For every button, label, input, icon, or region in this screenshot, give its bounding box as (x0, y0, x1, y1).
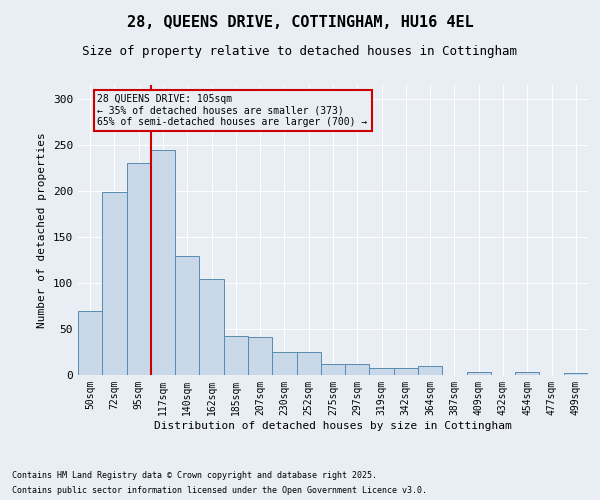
Text: 28 QUEENS DRIVE: 105sqm
← 35% of detached houses are smaller (373)
65% of semi-d: 28 QUEENS DRIVE: 105sqm ← 35% of detache… (97, 94, 368, 128)
Text: Size of property relative to detached houses in Cottingham: Size of property relative to detached ho… (83, 45, 517, 58)
Bar (515, 372, 539, 375)
Bar (248, 338, 272, 375)
X-axis label: Distribution of detached houses by size in Cottingham: Distribution of detached houses by size … (154, 420, 512, 430)
Bar (321, 364, 345, 375)
Bar (102, 192, 127, 375)
Text: Contains HM Land Registry data © Crown copyright and database right 2025.: Contains HM Land Registry data © Crown c… (12, 471, 377, 480)
Bar (418, 366, 442, 375)
Bar (467, 372, 491, 375)
Bar (224, 336, 248, 375)
Bar (564, 373, 588, 375)
Bar (296, 352, 321, 375)
Bar (151, 150, 175, 375)
Bar (370, 368, 394, 375)
Bar (127, 164, 151, 375)
Bar (394, 368, 418, 375)
Bar (78, 310, 102, 375)
Y-axis label: Number of detached properties: Number of detached properties (37, 132, 47, 328)
Bar (345, 364, 370, 375)
Bar (199, 280, 224, 375)
Bar (175, 256, 199, 375)
Text: Contains public sector information licensed under the Open Government Licence v3: Contains public sector information licen… (12, 486, 427, 495)
Text: 28, QUEENS DRIVE, COTTINGHAM, HU16 4EL: 28, QUEENS DRIVE, COTTINGHAM, HU16 4EL (127, 15, 473, 30)
Bar (272, 352, 296, 375)
